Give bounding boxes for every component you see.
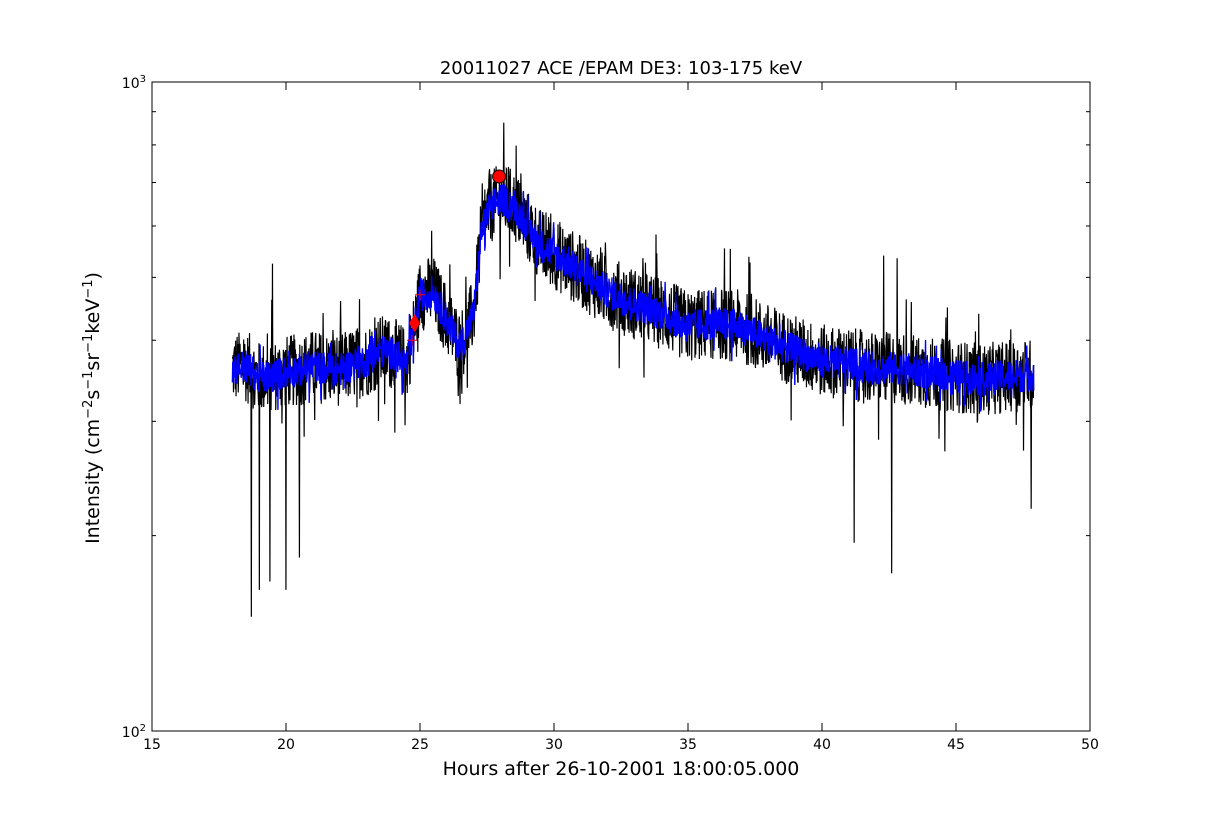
series-line-1 [231,184,1035,412]
x-tick-label: 45 [947,737,965,753]
axes: 15 20 25 30 35 40 45 50 102 103 [122,74,1099,753]
plus-marker-2 [415,289,425,300]
series-line-0 [231,122,1035,617]
plot-frame [151,81,1091,732]
x-tick-label: 30 [545,737,563,753]
y-tick-label: 103 [122,74,146,92]
x-tick-label: 35 [679,737,697,753]
x-tick-label: 20 [277,737,295,753]
x-tick-label: 50 [1081,737,1099,753]
peak-marker [492,169,507,184]
y-tick-label: 102 [122,723,146,741]
x-axis-label: Hours after 26-10-2001 18:00:05.000 [443,758,800,780]
plot-area [231,122,1035,617]
plus-marker-3 [406,335,417,346]
onset-marker [409,314,421,333]
y-axis-label-text: Intensity (cm−2s−1sr−1keV−1) [81,272,104,544]
x-tick-label: 25 [411,737,429,753]
y-axis-label: Intensity (cm−2s−1sr−1keV−1) [81,272,104,544]
x-tick-label: 40 [813,737,831,753]
chart-title: 20011027 ACE /EPAM DE3: 103-175 keV [440,58,803,79]
x-tick-label: 15 [143,737,161,753]
